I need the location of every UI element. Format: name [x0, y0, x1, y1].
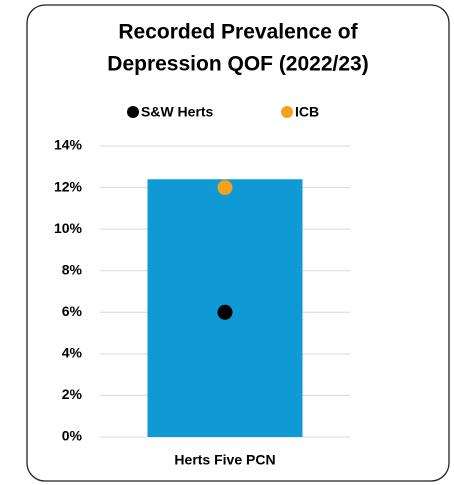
chart-title: Depression QOF (2022/23) — [107, 53, 368, 76]
legend-marker — [281, 106, 293, 118]
y-tick-label: 0% — [62, 428, 83, 444]
legend-marker — [127, 106, 139, 118]
y-tick-label: 12% — [54, 178, 83, 194]
x-tick-label: Herts Five PCN — [174, 452, 275, 468]
y-tick-label: 14% — [54, 137, 83, 153]
chart-title: Recorded Prevalence of — [118, 21, 358, 44]
y-tick-label: 6% — [62, 303, 83, 319]
marker — [217, 304, 233, 320]
y-tick-label: 10% — [54, 220, 83, 236]
legend-label: ICB — [295, 104, 319, 120]
marker — [217, 180, 233, 196]
y-tick-label: 4% — [62, 345, 83, 361]
legend-label: S&W Herts — [141, 104, 214, 120]
y-tick-label: 8% — [62, 261, 83, 277]
y-tick-label: 2% — [62, 386, 83, 402]
